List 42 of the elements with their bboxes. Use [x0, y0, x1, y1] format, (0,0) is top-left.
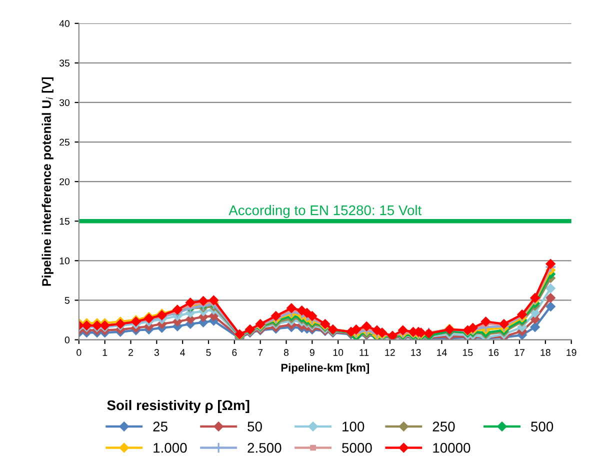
x-tick-label: 2: [128, 349, 133, 356]
x-tick-label: 8: [284, 349, 289, 356]
x-tick-label: 0: [76, 349, 82, 356]
y-tick-label: 10: [60, 257, 70, 264]
x-tick-label: 16: [488, 349, 499, 356]
x-tick-label: 3: [154, 349, 159, 356]
legend-label: 500: [531, 422, 554, 432]
x-tick-label: 12: [385, 349, 395, 356]
y-tick-label: 15: [60, 218, 70, 225]
x-tick-label: 15: [463, 349, 473, 356]
x-tick-label: 18: [540, 349, 550, 356]
x-tick-label: 4: [180, 349, 186, 356]
y-tick-label: 5: [64, 297, 70, 304]
y-tick-label: 0: [64, 336, 70, 344]
x-tick-label: 11: [360, 349, 369, 356]
y-axis-title: Pipeline interference potenial U$_{i}$ [V]: [42, 77, 54, 286]
x-tick-label: 17: [514, 349, 524, 356]
x-axis-title: Pipeline-km [km]: [281, 363, 369, 374]
x-tick-label: 1: [102, 349, 108, 356]
legend-label: 50: [248, 422, 262, 432]
x-tick-label: 6: [232, 349, 237, 356]
legend-label: 10000: [433, 442, 470, 453]
legend-title: Soil resistivity ρ [Ωm]: [107, 400, 250, 413]
legend-label: 5000: [342, 442, 372, 453]
legend-label: 250: [432, 422, 455, 432]
legend-label: 100: [342, 422, 364, 432]
x-tick-label: 7: [258, 349, 263, 356]
legend-label: 25: [153, 422, 168, 432]
x-tick-label: 13: [411, 349, 421, 356]
ref-line-label: According to EN 15280: 15 Volt: [228, 205, 422, 218]
y-tick-label: 20: [60, 178, 70, 186]
x-tick-label: 5: [206, 349, 211, 356]
legend-label: 1.000: [154, 442, 187, 453]
x-tick-label: 19: [566, 349, 576, 356]
legend-label: 2.500: [248, 442, 282, 453]
x-tick-label: 10: [333, 349, 344, 356]
x-tick-label: 14: [437, 349, 447, 356]
x-tick-label: 9: [310, 349, 314, 356]
y-tick-label: 35: [59, 60, 70, 67]
y-tick-label: 25: [60, 138, 70, 146]
y-tick-label: 30: [59, 99, 70, 106]
y-tick-label: 40: [59, 20, 70, 28]
